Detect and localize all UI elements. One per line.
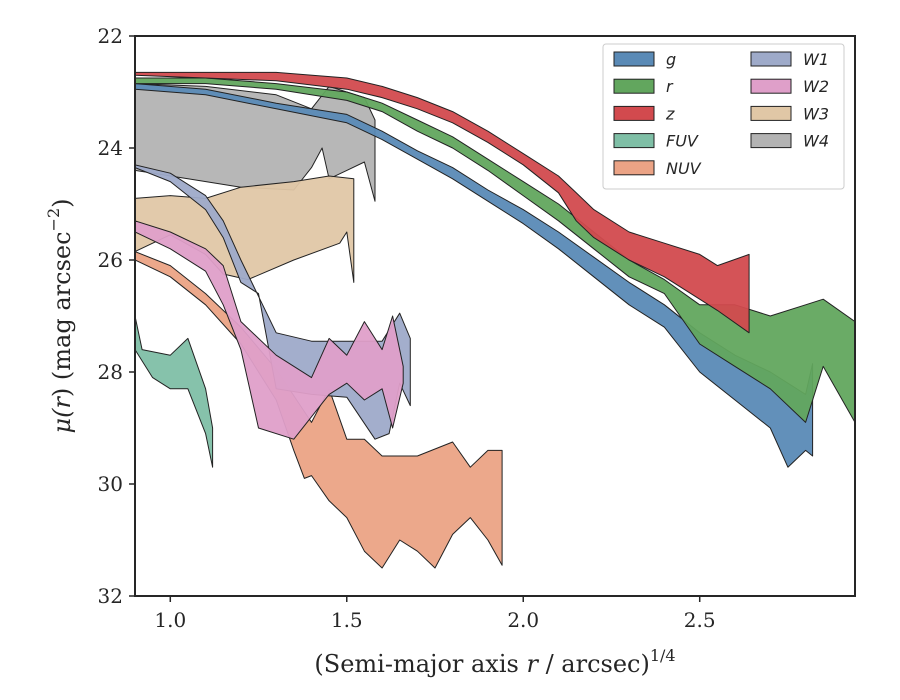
band-z (135, 71, 750, 334)
y-tick-label: 28 (98, 360, 123, 384)
x-tick-label: 2.0 (507, 608, 539, 632)
legend-label-z: z (665, 104, 675, 123)
legend-label-w4: W4 (803, 132, 829, 151)
x-axis-label: (Semi-major axis r / arcsec)1/4 (314, 646, 675, 678)
legend-swatch-w1 (750, 51, 792, 67)
legend-swatch-r (613, 78, 655, 94)
legend-swatch-w4 (750, 133, 792, 149)
plot-frame (134, 35, 856, 597)
x-tick-label: 1.0 (154, 608, 186, 632)
y-tick-label: 24 (98, 136, 123, 160)
y-axis-label: μ(r) (mag arcsec−2) (44, 198, 76, 433)
legend-label-nuv: NUV (666, 159, 702, 178)
legend-label-g: g (666, 50, 676, 69)
y-tick-label: 32 (98, 584, 123, 608)
legend-label-fuv: FUV (666, 132, 699, 151)
legend-swatch-z (613, 105, 655, 121)
tick-layer: 1.0 1.5 2.0 2.5 22 24 26 28 30 32 (98, 24, 716, 632)
legend-swatch-fuv (613, 133, 655, 149)
band-g (135, 83, 814, 468)
x-tick-label: 2.5 (684, 608, 716, 632)
legend-swatch-nuv (613, 160, 655, 176)
x-tick-label: 1.5 (331, 608, 363, 632)
legend-swatch-w2 (750, 78, 792, 94)
legend-label-r: r (666, 77, 674, 96)
band-w2 (135, 220, 404, 440)
legend: grz FUV NUV W1 W2 W3 W4 (602, 43, 845, 190)
band-r (135, 77, 855, 423)
band-fuv (135, 315, 214, 468)
legend-swatch-g (613, 51, 655, 67)
legend-label-w2: W2 (803, 77, 829, 96)
legend-label-w1: W1 (803, 50, 829, 69)
legend-swatch-w3 (750, 105, 792, 121)
y-tick-label: 26 (98, 248, 123, 272)
series-layer (135, 71, 855, 569)
y-tick-label: 22 (98, 24, 123, 48)
y-tick-label: 30 (98, 472, 123, 496)
band-nuv (135, 251, 503, 569)
legend-label-w3: W3 (803, 104, 829, 123)
